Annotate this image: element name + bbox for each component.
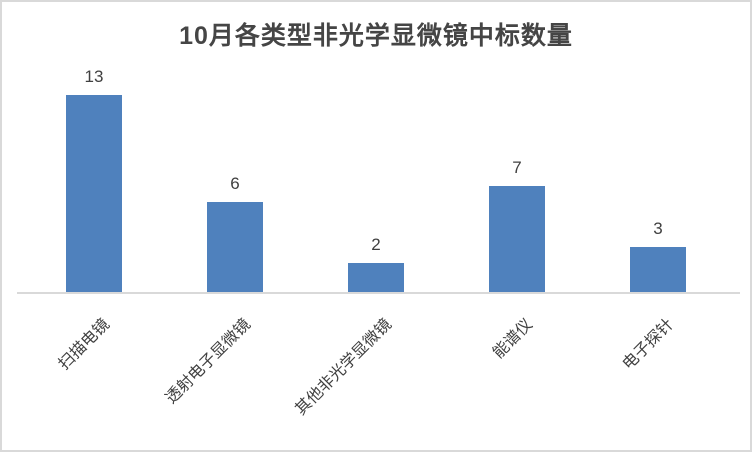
bar: [489, 186, 545, 293]
bar: [348, 263, 404, 293]
bar: [66, 95, 122, 293]
x-axis-label: 电子探针: [619, 316, 678, 374]
x-axis-label: 扫描电镜: [55, 316, 114, 374]
x-axis-label: 透射电子显微镜: [162, 316, 255, 408]
x-axis-label: 能谱仪: [490, 316, 537, 362]
bar-value-label: 6: [230, 174, 240, 193]
chart-title: 10月各类型非光学显微镜中标数量: [179, 22, 573, 50]
bar: [630, 247, 686, 293]
bar-value-label: 7: [512, 158, 522, 177]
bar-value-label: 13: [84, 67, 104, 86]
bar-value-label: 3: [653, 219, 663, 238]
x-axis-line: [17, 292, 740, 294]
x-axis-label: 其他非光学显微镜: [292, 316, 396, 419]
bar-value-label: 2: [371, 235, 381, 254]
bar: [207, 202, 263, 293]
